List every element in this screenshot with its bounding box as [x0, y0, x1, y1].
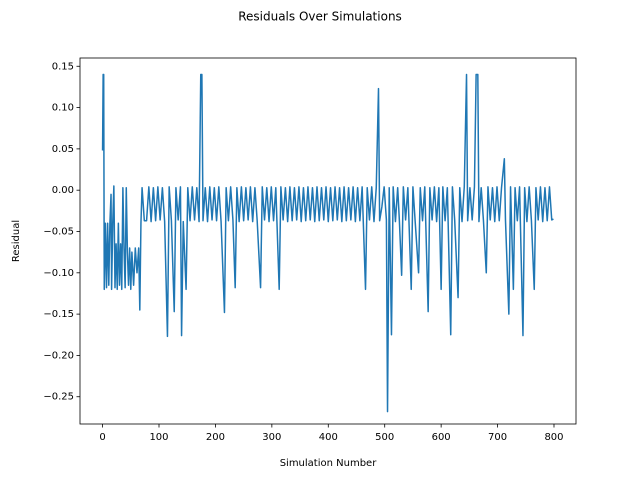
y-tick-label: −0.20: [43, 350, 74, 361]
x-tick-label: 100: [149, 432, 168, 443]
x-axis-label: Simulation Number: [280, 458, 378, 469]
y-tick-label: 0.15: [52, 61, 74, 72]
x-tick-label: 0: [99, 432, 105, 443]
y-tick-label: 0.05: [52, 144, 74, 155]
line: [101, 73, 554, 413]
plot-frame: [79, 57, 577, 425]
chart-title: Residuals Over Simulations: [238, 10, 402, 24]
x-tick-label: 300: [262, 432, 281, 443]
x-tick-label: 800: [544, 432, 563, 443]
x-tick-label: 500: [375, 432, 394, 443]
y-tick-label: −0.05: [43, 226, 74, 237]
y-tick-label: −0.10: [43, 268, 74, 279]
x-tick-label: 200: [206, 432, 225, 443]
y-tick-label: 0.10: [52, 103, 74, 114]
y-tick-label: −0.15: [43, 309, 74, 320]
x-tick-label: 600: [432, 432, 451, 443]
x-tick-label: 400: [319, 432, 338, 443]
y-tick-label: −0.25: [43, 392, 74, 403]
y-axis-label: Residual: [11, 220, 22, 262]
x-tick-label: 700: [488, 432, 507, 443]
y-tick-label: 0.00: [52, 185, 74, 196]
